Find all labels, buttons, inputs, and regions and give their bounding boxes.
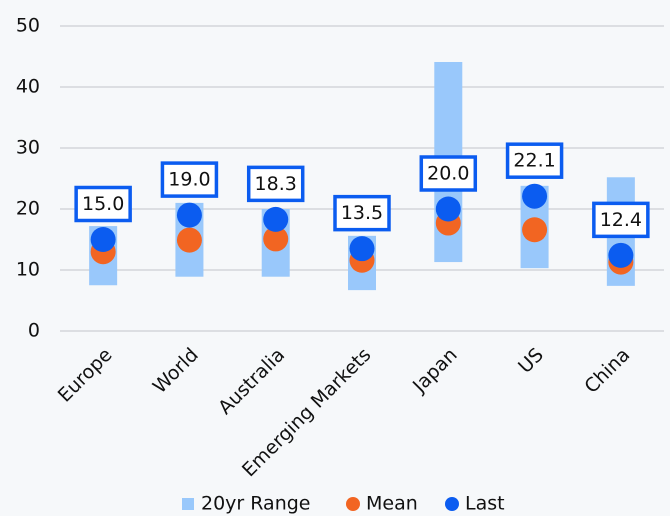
last-dot <box>435 196 461 222</box>
legend-swatch <box>346 497 360 511</box>
y-tick-label: 50 <box>16 15 40 37</box>
label-box <box>160 161 219 198</box>
data-label: 15.0 <box>82 193 124 215</box>
legend-swatch <box>445 497 459 511</box>
y-tick-label: 0 <box>28 320 40 342</box>
data-label: 20.0 <box>427 163 469 185</box>
mean-dot <box>522 217 548 243</box>
label-box <box>592 201 650 239</box>
x-tick-label: Australia <box>214 344 289 419</box>
label-box <box>246 165 305 203</box>
label-box <box>74 185 132 223</box>
y-tick-label: 30 <box>16 137 40 159</box>
data-label: 22.1 <box>513 150 555 172</box>
x-tick-label: China <box>580 344 634 398</box>
x-tick-label: Europe <box>54 344 117 407</box>
data-label: 18.3 <box>255 173 297 195</box>
x-tick-label: Japan <box>408 344 462 398</box>
last-dot <box>90 227 116 252</box>
y-tick-label: 40 <box>16 76 40 98</box>
label-box <box>419 155 478 192</box>
data-label: 12.4 <box>600 209 642 231</box>
mean-dot <box>263 226 289 252</box>
last-dot <box>263 206 289 232</box>
legend-swatch <box>182 498 194 510</box>
legend-label: Last <box>465 493 505 515</box>
x-tick-label: World <box>149 344 203 398</box>
last-dot <box>349 236 375 262</box>
legend-label: 20yr Range <box>201 493 311 515</box>
legend-label: Mean <box>366 493 418 515</box>
data-label: 19.0 <box>168 169 210 191</box>
last-dot <box>522 183 548 209</box>
last-dot <box>176 202 202 228</box>
data-label: 13.5 <box>341 202 383 224</box>
label-box <box>333 194 391 232</box>
mean-dot <box>176 227 202 253</box>
last-dot <box>608 242 634 268</box>
y-tick-label: 10 <box>16 259 40 281</box>
x-tick-label: US <box>514 344 548 378</box>
label-box <box>505 142 564 179</box>
y-tick-label: 20 <box>16 198 40 220</box>
